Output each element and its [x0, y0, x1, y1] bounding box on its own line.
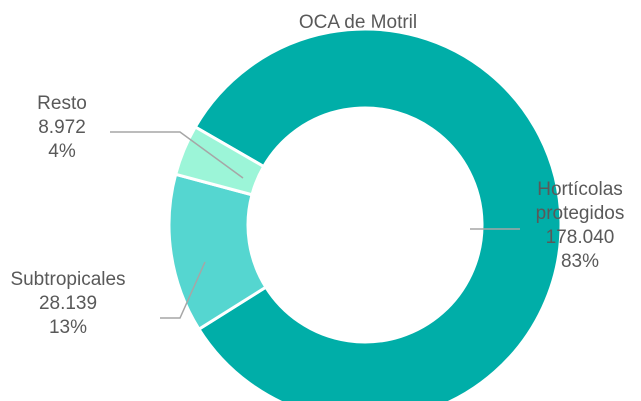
label-percent: 83%: [560, 251, 600, 272]
label-value: 28.139: [38, 293, 98, 314]
label-name: Hortícolas protegidos: [535, 179, 625, 224]
leader-line: [160, 261, 206, 319]
chart-title: OCA de Motril: [298, 12, 418, 33]
label-percent: 4%: [48, 141, 76, 162]
label-name: Resto: [37, 93, 87, 114]
label-value: 8.972: [38, 117, 86, 138]
label-name: Subtropicales: [10, 269, 126, 290]
slice: [193, 27, 563, 401]
label-percent: 13%: [48, 317, 88, 338]
label-value: 178.040: [545, 227, 615, 248]
leader-line: [110, 131, 244, 179]
data-label: Subtropicales 28.139 13%: [10, 268, 125, 340]
data-label: Resto 8.972 4%: [37, 92, 87, 164]
data-label: Hortícolas protegidos 178.040 83%: [525, 178, 635, 274]
